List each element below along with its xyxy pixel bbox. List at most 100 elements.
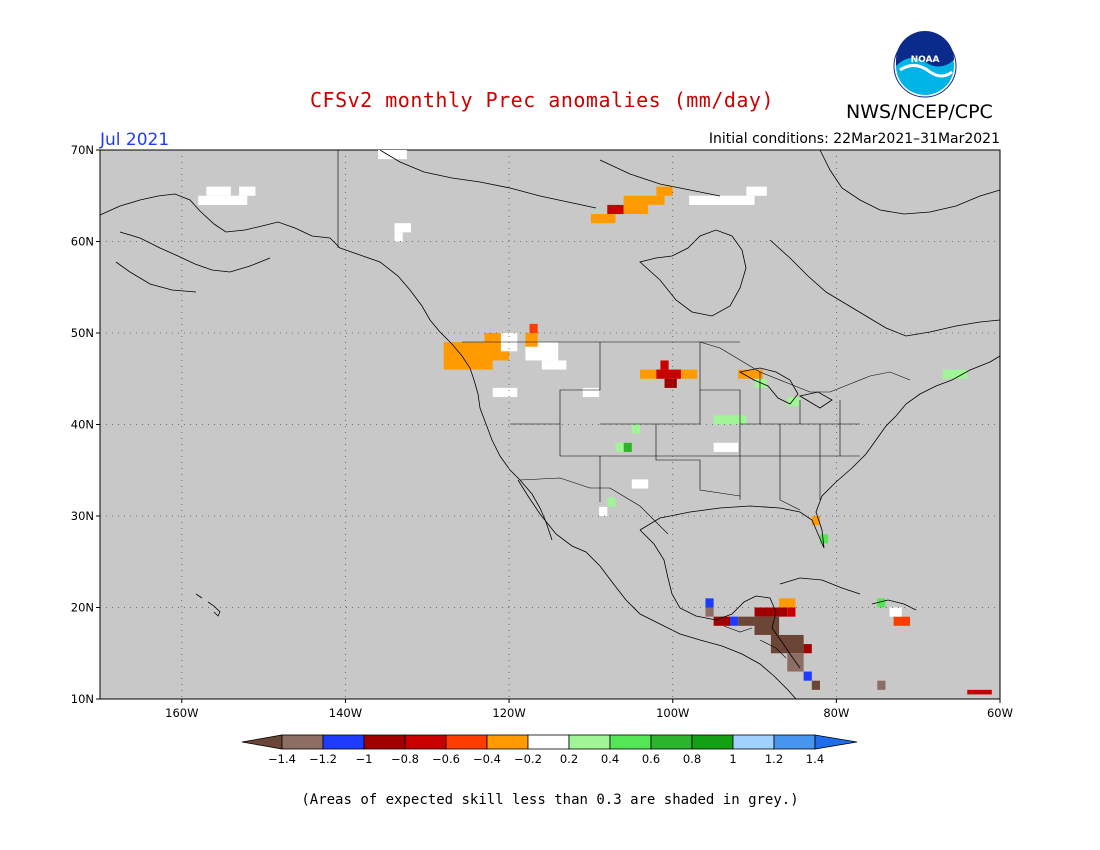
- anomaly-cell: [811, 516, 820, 526]
- anomaly-cell: [754, 378, 767, 388]
- lon-tick-label: 160W: [165, 706, 198, 720]
- colorbar-swatch: [281, 734, 324, 750]
- anomaly-cell: [787, 397, 800, 407]
- colorbar-swatch: [732, 734, 775, 750]
- lat-tick-label: 70N: [71, 143, 94, 157]
- map-title: CFSv2 monthly Prec anomalies (mm/day): [310, 88, 775, 112]
- lat-lon-grid: [100, 150, 1000, 699]
- lon-tick-label: 80W: [823, 706, 849, 720]
- anomaly-cell: [623, 204, 649, 215]
- anomaly-cell: [660, 360, 669, 370]
- anomaly-cell: [656, 186, 673, 196]
- anomaly-cell: [664, 378, 677, 388]
- colorbar-tick-label: −0.6: [432, 752, 460, 766]
- anomaly-cell: [615, 442, 624, 452]
- lat-tick-label: 60N: [71, 235, 94, 249]
- neutral-cell: [378, 150, 407, 160]
- colorbar-swatch: [486, 734, 529, 750]
- lat-tick-label: 20N: [71, 601, 94, 615]
- colorbar-tick-label: 0.4: [601, 752, 619, 766]
- anomaly-cell: [656, 369, 681, 379]
- neutral-cell: [492, 387, 518, 398]
- anomaly-cell: [730, 616, 739, 626]
- colorbar: −1.4 −1.2 −1 −0.8 −0.6 −0.4 −0.2 0.2 0.4 0.6 0.8 1 1…: [241, 734, 858, 766]
- anomaly-cell: [738, 369, 763, 379]
- anomaly-cell: [631, 424, 640, 434]
- anomaly-cell: [803, 644, 812, 654]
- neutral-cell: [239, 186, 256, 196]
- anomaly-cell: [713, 415, 747, 425]
- colorbar-tick-label: −1.4: [268, 752, 296, 766]
- anomaly-cell: [746, 186, 767, 196]
- coastlines: [99, 149, 1001, 700]
- anomaly-cell: [877, 598, 886, 608]
- anomaly-cell: [713, 616, 730, 626]
- anomaly-cell: [607, 497, 616, 507]
- anomaly-cell: [811, 680, 820, 690]
- colorbar-tick-label: −1.2: [309, 752, 337, 766]
- neutral-cell: [713, 442, 739, 452]
- colorbar-tick-label: 1.2: [765, 752, 783, 766]
- colorbar-tick-label: 1.4: [806, 752, 824, 766]
- neutral-cell: [394, 232, 403, 242]
- anomaly-cell: [787, 653, 804, 672]
- colorbar-swatch: [609, 734, 652, 750]
- colorbar-swatch: [322, 734, 365, 750]
- colorbar-swatch: [527, 734, 570, 750]
- colorbar-swatch: [404, 734, 447, 750]
- anomaly-cell: [623, 442, 632, 452]
- anomaly-cell: [803, 671, 812, 681]
- colorbar-arrow-low: [241, 734, 283, 750]
- lat-tick-label: 50N: [71, 326, 94, 340]
- anomaly-cells: [443, 186, 992, 695]
- anomaly-cell: [779, 598, 796, 608]
- anomaly-cell: [607, 204, 624, 215]
- anomaly-cell: [967, 689, 992, 695]
- map-axes: 70N 60N 50N 40N 30N 20N 10N 160W 140W 120W 100W 80W…: [71, 143, 1013, 720]
- neutral-cell: [631, 479, 649, 489]
- agency-label: NWS/NCEP/CPC: [846, 101, 993, 123]
- lon-tick-label: 60W: [987, 706, 1013, 720]
- anomaly-cell: [942, 369, 968, 379]
- colorbar-swatch: [650, 734, 693, 750]
- anomaly-cell: [705, 607, 714, 617]
- colorbar-tick-label: 0.8: [683, 752, 701, 766]
- lon-tick-label: 120W: [492, 706, 525, 720]
- lat-tick-label: 40N: [71, 418, 94, 432]
- lat-tick-label: 10N: [71, 692, 94, 706]
- anomaly-cell: [820, 534, 829, 544]
- anomaly-cell: [770, 634, 804, 654]
- anomaly-cell: [590, 214, 616, 224]
- anomaly-cell: [754, 607, 788, 617]
- colorbar-swatch: [691, 734, 734, 750]
- colorbar-tick-label: 1: [729, 752, 736, 766]
- initial-conditions-label: Initial conditions: 22Mar2021–31Mar2021: [708, 131, 1000, 147]
- anomaly-cell: [529, 323, 538, 333]
- neutral-cell: [198, 195, 248, 205]
- anomaly-cell: [754, 616, 780, 635]
- neutral-cell: [394, 223, 411, 233]
- colorbar-swatch: [773, 734, 816, 750]
- anomaly-cell: [893, 616, 910, 626]
- colorbar-swatch: [568, 734, 611, 750]
- month-label: Jul 2021: [100, 130, 170, 150]
- anomaly-cell: [889, 607, 902, 617]
- colorbar-tick-label: −0.4: [473, 752, 501, 766]
- anomaly-cell: [623, 195, 665, 205]
- noaa-logo-text: NOAA: [911, 55, 940, 65]
- colorbar-tick-label: 0.6: [642, 752, 660, 766]
- anomaly-cell: [787, 607, 796, 617]
- lon-tick-label: 100W: [656, 706, 689, 720]
- skill-footnote: (Areas of expected skill less than 0.3 a…: [301, 792, 799, 808]
- neutral-cell: [599, 506, 608, 516]
- anomaly-cell: [877, 680, 886, 690]
- anomaly-cell: [525, 333, 538, 347]
- neutral-anomaly-cells: [198, 150, 739, 516]
- anomaly-cell: [541, 360, 567, 370]
- noaa-logo: NOAA: [893, 31, 957, 98]
- lat-tick-label: 30N: [71, 509, 94, 523]
- neutral-cell: [206, 186, 231, 196]
- colorbar-tick-label: −1: [356, 752, 373, 766]
- anomaly-cell: [705, 598, 714, 608]
